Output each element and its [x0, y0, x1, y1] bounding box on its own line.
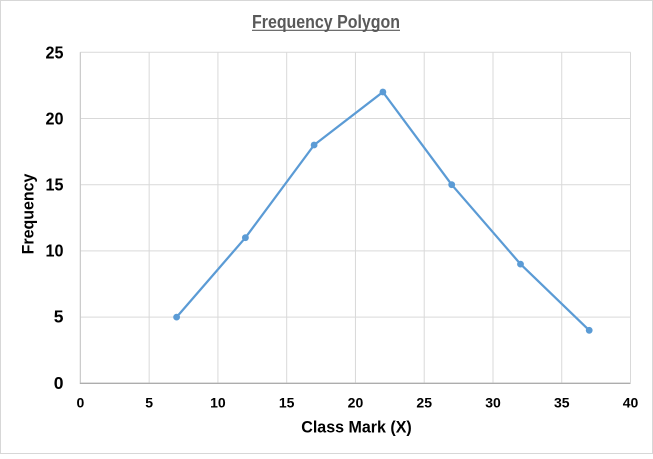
svg-text:0: 0: [54, 373, 64, 393]
svg-text:20: 20: [46, 109, 64, 129]
svg-text:25: 25: [46, 43, 64, 63]
svg-text:40: 40: [623, 395, 639, 411]
svg-text:0: 0: [77, 395, 85, 411]
svg-text:15: 15: [46, 175, 64, 195]
svg-text:10: 10: [210, 395, 226, 411]
svg-text:10: 10: [46, 241, 64, 261]
svg-text:Frequency Polygon: Frequency Polygon: [252, 12, 400, 32]
svg-text:20: 20: [348, 395, 364, 411]
svg-text:30: 30: [485, 395, 501, 411]
svg-text:35: 35: [554, 395, 570, 411]
svg-text:Class Mark (X): Class Mark (X): [301, 418, 412, 437]
svg-text:15: 15: [279, 395, 295, 411]
svg-text:5: 5: [145, 395, 153, 411]
svg-text:25: 25: [416, 395, 432, 411]
svg-text:5: 5: [54, 307, 64, 327]
svg-text:Frequency: Frequency: [19, 173, 38, 254]
